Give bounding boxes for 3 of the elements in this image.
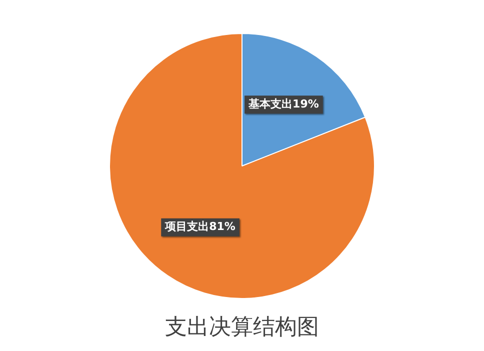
slice-label: 基本支出19% (248, 97, 319, 110)
slice-label: 项目支出81% (164, 220, 236, 234)
text: 支出决算结构图 (164, 313, 320, 341)
